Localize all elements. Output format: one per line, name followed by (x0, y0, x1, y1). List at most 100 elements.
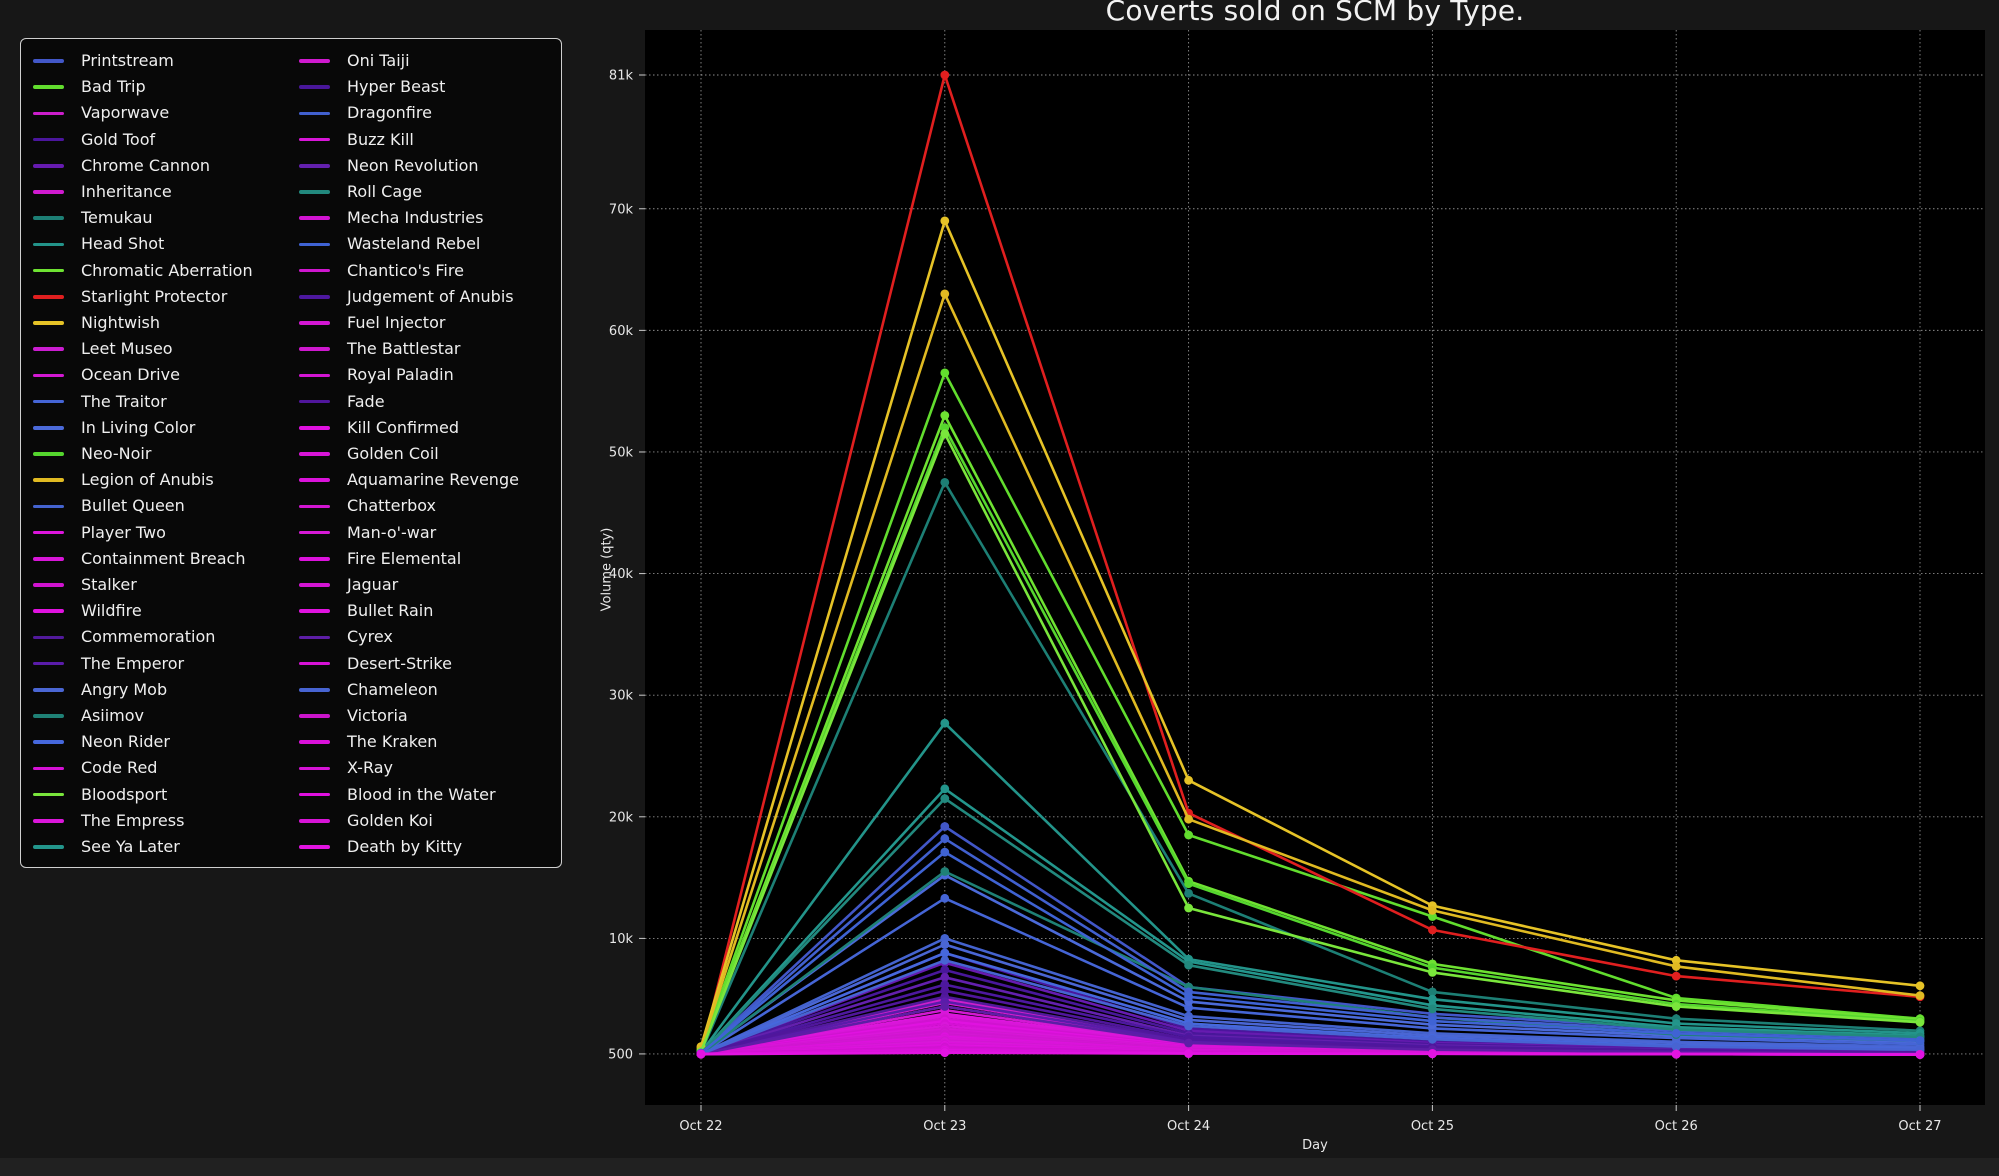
legend-item-stalker: Stalker (33, 572, 299, 598)
legend-label: Blood in the Water (347, 784, 496, 804)
data-point-marker (1184, 830, 1193, 840)
legend-label: See Ya Later (81, 836, 180, 856)
series-line-neo-noir (699, 426, 1922, 1053)
series-line-bloodsport (699, 432, 1922, 1053)
data-point-marker (1428, 1049, 1437, 1059)
legend-label: In Living Color (81, 417, 196, 437)
legend-item-wasteland-rebel: Wasteland Rebel (299, 231, 551, 257)
legend-swatch (299, 426, 330, 430)
legend-swatch (299, 452, 330, 456)
legend-label: Neo-Noir (81, 443, 152, 463)
data-point-marker (1184, 775, 1193, 785)
legend-label: Starlight Protector (81, 286, 228, 306)
data-point-marker (1184, 960, 1193, 970)
data-point-marker (940, 1048, 950, 1058)
legend-swatch (33, 137, 64, 142)
legend-swatch (299, 845, 330, 849)
data-point-marker (1184, 889, 1193, 898)
legend-swatch (299, 478, 330, 482)
legend-item-neon-rider: Neon Rider (33, 729, 299, 755)
legend-swatch (33, 190, 64, 194)
data-point-marker (940, 822, 950, 831)
legend-swatch (33, 347, 64, 352)
series-line-angry-mob (699, 943, 1922, 1056)
legend-label: Desert-Strike (347, 653, 452, 673)
legend-label: Neon Revolution (347, 155, 479, 175)
y-tick-label: 60k (609, 324, 634, 339)
legend-item-aquamarine-revenge: Aquamarine Revenge (299, 467, 551, 493)
legend-label: The Traitor (81, 391, 167, 411)
legend-item-fire-elemental: Fire Elemental (299, 546, 551, 572)
series-line-death-by-kitty (699, 1051, 1922, 1056)
legend-label: Buzz Kill (347, 129, 414, 149)
data-point-marker (940, 867, 950, 876)
legend-label: Kill Confirmed (347, 417, 459, 437)
legend-item-buzz-kill: Buzz Kill (299, 127, 551, 153)
legend-swatch (299, 687, 330, 692)
data-point-marker (940, 216, 950, 226)
data-point-marker (1915, 1036, 1925, 1045)
y-axis-label: Volume (qty) (599, 527, 615, 612)
data-point-marker (1428, 1034, 1437, 1044)
legend-swatch (299, 530, 330, 535)
legend-swatch (299, 504, 330, 509)
legend-item-gold-toof: Gold Toof (33, 127, 299, 153)
series-markers-wasteland-rebel (696, 847, 1925, 1058)
legend-label: Golden Koi (347, 810, 433, 830)
legend-swatch (33, 242, 64, 247)
legend-swatch (33, 504, 64, 509)
legend-label: Golden Coil (347, 443, 439, 463)
legend-swatch (33, 295, 64, 299)
data-point-marker (1184, 1021, 1193, 1031)
legend-item-chatterbox: Chatterbox (299, 493, 551, 519)
legend-label: Fade (347, 391, 385, 411)
legend-swatch (299, 583, 330, 587)
legend-label: Stalker (81, 574, 137, 594)
legend-box: Printstream Bad Trip Vaporwave Gold Toof Chr… (20, 38, 562, 868)
legend-swatch (299, 661, 330, 666)
data-point-marker (940, 289, 950, 299)
legend-label: The Empress (81, 810, 185, 830)
data-point-marker (1915, 1050, 1925, 1059)
legend-label: X-Ray (347, 758, 393, 778)
data-point-marker (940, 834, 950, 844)
legend-swatch (299, 268, 330, 273)
page-bottom-strip (0, 1158, 1999, 1176)
data-point-marker (940, 980, 950, 989)
legend-swatch (299, 295, 330, 299)
legend-item-angry-mob: Angry Mob (33, 677, 299, 703)
legend-label: The Emperor (81, 653, 185, 673)
legend-swatch (299, 85, 330, 90)
legend-label: Bloodsport (81, 784, 168, 804)
legend-item-player-two: Player Two (33, 519, 299, 545)
legend-label: Neon Rider (81, 732, 170, 752)
legend-item-see-ya-later: See Ya Later (33, 834, 299, 860)
data-point-marker (940, 784, 950, 794)
series-line-bad-trip (699, 371, 1922, 1051)
series-line-roll-cage (699, 797, 1922, 1055)
legend-label: Chatterbox (347, 496, 437, 516)
legend-label: Asiimov (81, 705, 145, 725)
data-point-marker (940, 955, 950, 965)
legend-label: Man-o'-war (347, 522, 437, 542)
legend-label: Death by Kitty (347, 836, 463, 856)
legend-item-code-red: Code Red (33, 755, 299, 781)
legend-label: Chromatic Aberration (81, 260, 253, 280)
data-point-marker (1184, 992, 1193, 1002)
data-point-marker (1184, 879, 1193, 889)
series-line-temukau (699, 481, 1922, 1054)
series-line-cyrex (699, 1005, 1922, 1056)
legend-swatch (33, 268, 64, 273)
y-tick-label: 30k (609, 689, 634, 704)
legend-item-bloodsport: Bloodsport (33, 781, 299, 807)
legend-item-fade: Fade (299, 389, 551, 415)
data-point-marker (1915, 1017, 1925, 1027)
legend-swatch (299, 216, 330, 221)
legend-item-the-empress: The Empress (33, 808, 299, 834)
legend-label: Chameleon (347, 679, 438, 699)
legend-swatch (33, 845, 64, 849)
y-tick-label: 40k (609, 567, 634, 582)
data-point-marker (940, 940, 950, 949)
series-line-the-traitor (699, 896, 1922, 1055)
data-point-marker (940, 429, 950, 439)
